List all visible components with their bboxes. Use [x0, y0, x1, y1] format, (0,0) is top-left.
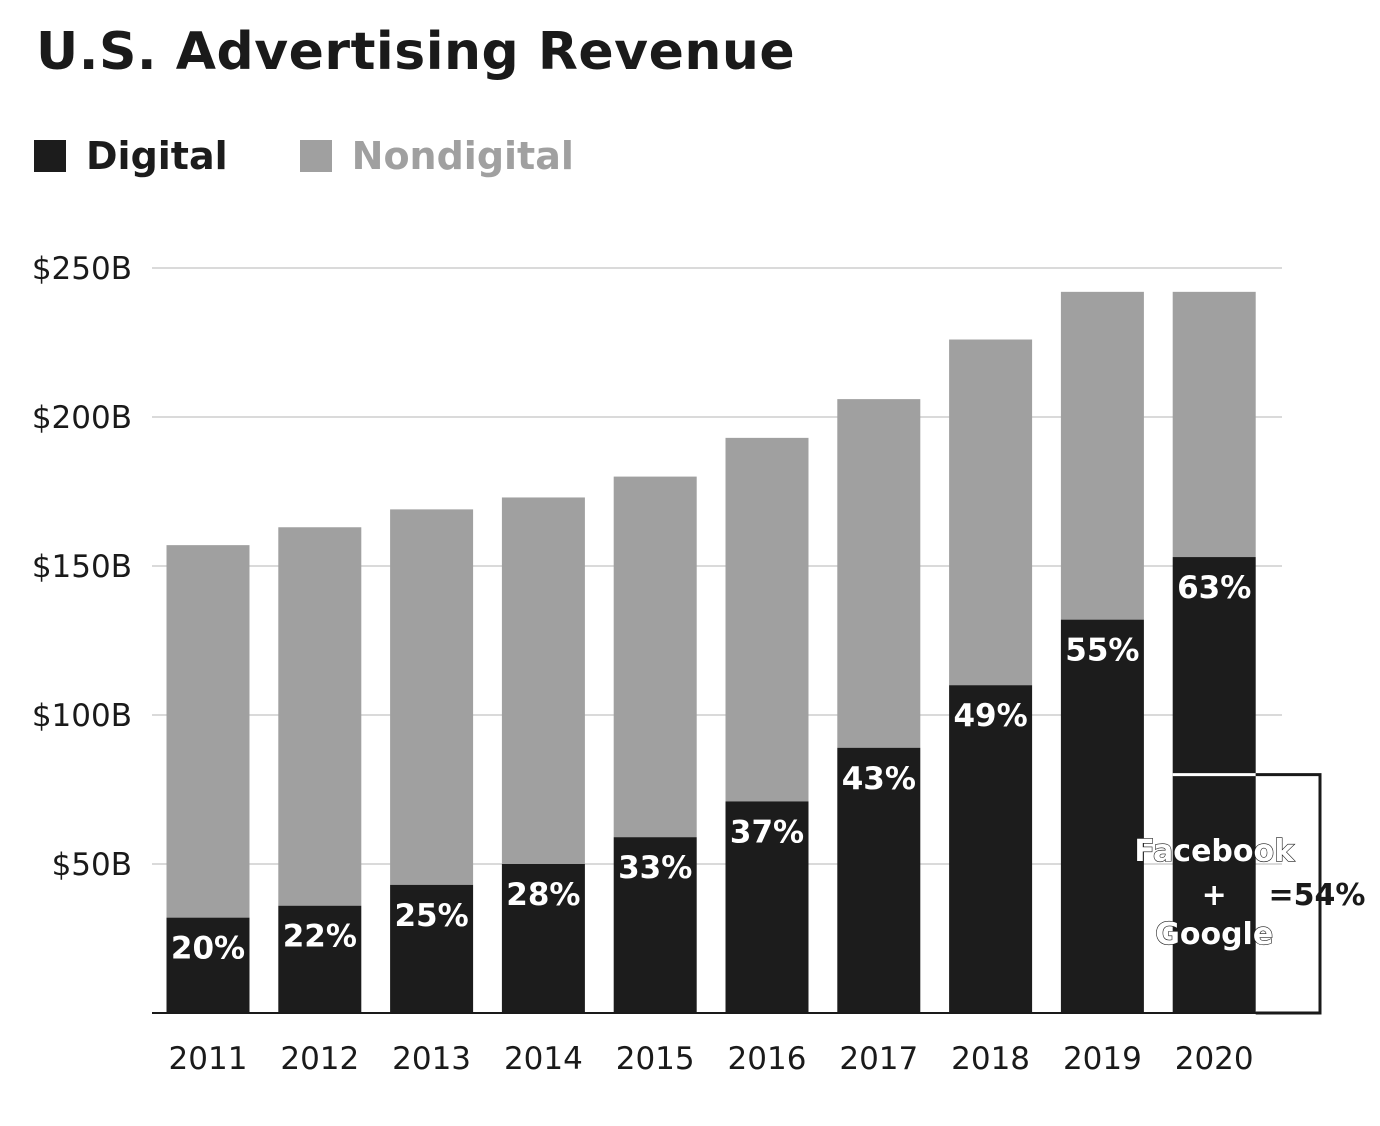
y-tick-label: $100B: [32, 698, 132, 734]
x-tick-label: 2012: [280, 1041, 359, 1077]
bar-digital-2011: [166, 917, 250, 1013]
x-tick-label: 2020: [1175, 1041, 1254, 1077]
data-label-2020: 63%: [1177, 570, 1251, 606]
legend: Digital Nondigital: [34, 134, 646, 178]
bar-digital-2012: [278, 905, 362, 1013]
bar-digital-2018: [949, 685, 1033, 1013]
bar-nondigital-2012: [278, 527, 362, 906]
bar-nondigital-2018: [949, 339, 1033, 686]
legend-label-digital: Digital: [86, 134, 228, 178]
x-tick-label: 2016: [728, 1041, 807, 1077]
data-label-2014: 28%: [506, 877, 580, 913]
data-label-2018: 49%: [953, 698, 1027, 734]
y-tick-label: $50B: [52, 847, 132, 883]
data-label-2011: 20%: [171, 931, 245, 967]
data-label-2015: 33%: [618, 850, 692, 886]
bar-digital-2014: [501, 864, 585, 1013]
x-tick-label: 2018: [951, 1041, 1030, 1077]
x-tick-label: 2011: [169, 1041, 248, 1077]
annotation-bracket: [1255, 773, 1322, 1015]
bar-nondigital-2014: [501, 497, 585, 864]
data-label-2017: 43%: [842, 761, 916, 797]
bar-digital-2016: [725, 801, 809, 1013]
legend-item-nondigital: Nondigital: [299, 134, 574, 178]
annotation-label: Facebook: [1134, 834, 1295, 869]
legend-swatch-digital: [34, 140, 66, 172]
y-tick-label: $200B: [32, 400, 132, 436]
y-tick-label: $150B: [32, 549, 132, 585]
chart-title: U.S. Advertising Revenue: [36, 22, 796, 82]
legend-swatch-nondigital: [299, 140, 332, 172]
x-tick-label: 2019: [1063, 1041, 1142, 1077]
bar-digital-2017: [837, 747, 921, 1013]
legend-label-nondigital: Nondigital: [351, 134, 574, 178]
bar-digital-2020: [1172, 557, 1256, 1013]
y-tick-label: $250B: [32, 251, 132, 287]
x-tick-label: 2017: [839, 1041, 918, 1077]
bar-digital-2015: [613, 837, 697, 1013]
bar-digital-2013: [390, 884, 474, 1013]
data-label-2013: 25%: [394, 898, 468, 934]
bar-nondigital-2013: [390, 509, 474, 885]
annotation-share: =54%: [1269, 878, 1366, 913]
bar-nondigital-2017: [837, 399, 921, 748]
legend-item-digital: Digital: [34, 134, 228, 178]
bar-nondigital-2016: [725, 437, 809, 802]
data-label-2019: 55%: [1065, 633, 1139, 669]
bar-nondigital-2011: [166, 545, 250, 918]
bar-nondigital-2020: [1172, 291, 1256, 558]
x-tick-label: 2014: [504, 1041, 583, 1077]
bar-nondigital-2019: [1060, 291, 1144, 620]
bar-digital-2019: [1060, 619, 1144, 1013]
annotation-label: +: [1202, 878, 1227, 913]
x-tick-label: 2013: [392, 1041, 471, 1077]
data-label-2016: 37%: [730, 814, 804, 850]
annotation-label: Google: [1155, 917, 1273, 952]
x-tick-label: 2015: [616, 1041, 695, 1077]
bar-nondigital-2015: [613, 476, 697, 838]
data-label-2012: 22%: [283, 919, 357, 955]
